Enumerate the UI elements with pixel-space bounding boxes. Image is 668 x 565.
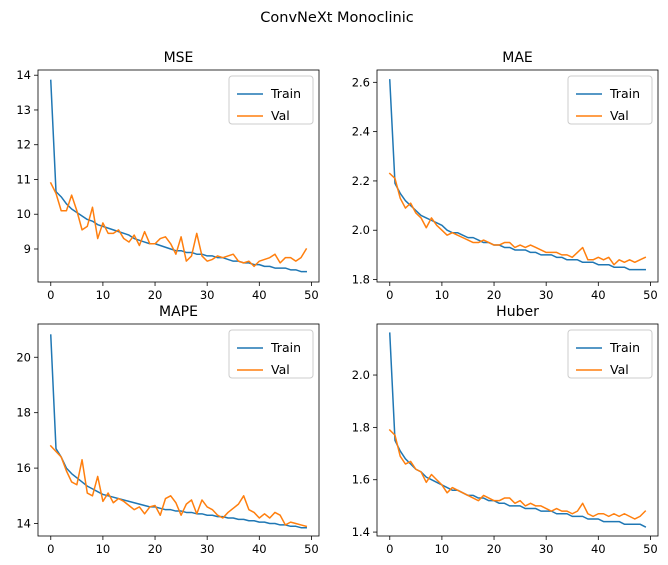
- x-tick-label: 10: [96, 288, 111, 302]
- subplot-mape: MAPE 0 10 20 30 40 50 14 16 18 20 Train Val: [16, 304, 320, 556]
- series-line-val: [388, 428, 647, 520]
- x-tick-label: 0: [47, 542, 54, 556]
- x-tick-label: 0: [386, 288, 393, 302]
- x-tick-label: 20: [148, 542, 163, 556]
- legend-box: [228, 329, 314, 379]
- legend-box: [567, 329, 653, 379]
- x-tick-label: 50: [304, 542, 319, 556]
- series-line-val: [49, 444, 308, 528]
- x-tick-label: 50: [304, 288, 319, 302]
- subplot-mae: MAE 0 10 20 30 40 50 1.8 2.0 2.2 2.4 2.6 Train Val: [352, 50, 659, 302]
- x-tick-label: 30: [539, 542, 554, 556]
- legend: Train Val: [228, 75, 314, 125]
- y-tick-label: 10: [16, 207, 31, 221]
- x-tick-label: 30: [539, 288, 554, 302]
- series-line-train: [388, 79, 646, 271]
- axes-frame: [37, 69, 320, 283]
- x-tick-label: 50: [643, 542, 658, 556]
- y-tick-label: 1.8: [352, 273, 370, 287]
- y-tick-label: 14: [16, 517, 31, 531]
- y-tick-label: 2.6: [352, 75, 370, 89]
- y-tick-label: 1.6: [352, 473, 370, 487]
- x-tick-label: 30: [200, 288, 215, 302]
- y-tick-label: 2.0: [352, 368, 370, 382]
- axes-frame: [376, 323, 659, 537]
- subplots: MSE 0 10 20 30 40 50 9 10 11 12 13 14 Train Val MAE 0 10 2…: [16, 50, 659, 556]
- y-tick-label: 20: [16, 350, 31, 364]
- x-tick-label: 0: [47, 288, 54, 302]
- subplot-title: Huber: [496, 304, 539, 320]
- y-tick-label: 9: [24, 242, 31, 256]
- subplot-title: MAPE: [159, 304, 198, 320]
- x-tick-label: 10: [435, 288, 450, 302]
- legend: Train Val: [228, 329, 314, 379]
- x-tick-label: 40: [591, 288, 606, 302]
- x-tick-label: 20: [487, 542, 502, 556]
- subplot-title: MAE: [502, 50, 533, 66]
- series-line-train: [49, 79, 307, 273]
- x-tick-label: 20: [487, 288, 502, 302]
- legend-label-train: Train: [609, 86, 640, 101]
- subplot-title: MSE: [164, 50, 194, 66]
- series-line-train: [49, 334, 307, 529]
- legend-label-val: Val: [610, 108, 629, 123]
- y-tick-label: 2.4: [352, 125, 370, 139]
- x-tick-label: 0: [386, 542, 393, 556]
- y-tick-label: 18: [16, 406, 31, 420]
- y-tick-label: 1.4: [352, 525, 370, 539]
- axes-frame: [376, 69, 659, 283]
- legend-label-val: Val: [610, 362, 629, 377]
- x-tick-label: 40: [591, 542, 606, 556]
- y-tick-label: 11: [16, 172, 31, 186]
- legend-label-train: Train: [270, 86, 301, 101]
- legend: Train Val: [567, 329, 653, 379]
- legend-label-train: Train: [609, 340, 640, 355]
- y-tick-label: 16: [16, 461, 31, 475]
- y-tick-label: 12: [16, 138, 31, 152]
- legend-label-val: Val: [271, 362, 290, 377]
- x-tick-label: 10: [96, 542, 111, 556]
- y-tick-label: 13: [16, 103, 31, 117]
- y-tick-label: 2.2: [352, 174, 370, 188]
- subplot-huber: Huber 0 10 20 30 40 50 1.4 1.6 1.8 2.0 Train Val: [352, 304, 659, 556]
- series-line-val: [388, 172, 647, 266]
- series-line-train: [388, 332, 647, 528]
- x-tick-label: 30: [200, 542, 215, 556]
- series-line-val: [49, 181, 308, 268]
- x-tick-label: 10: [435, 542, 450, 556]
- y-tick-label: 1.8: [352, 420, 370, 434]
- legend-box: [567, 75, 653, 125]
- subplot-mse: MSE 0 10 20 30 40 50 9 10 11 12 13 14 Train Val: [16, 50, 320, 302]
- figure-suptitle: ConvNeXt Monoclinic: [260, 10, 413, 26]
- x-tick-label: 40: [252, 542, 267, 556]
- legend-label-val: Val: [271, 108, 290, 123]
- legend: Train Val: [567, 75, 653, 125]
- axes-frame: [37, 323, 320, 537]
- legend-box: [228, 75, 314, 125]
- x-tick-label: 20: [148, 288, 163, 302]
- legend-label-train: Train: [270, 340, 301, 355]
- y-tick-label: 2.0: [352, 223, 370, 237]
- x-tick-label: 40: [252, 288, 267, 302]
- y-tick-label: 14: [16, 68, 31, 82]
- x-tick-label: 50: [643, 288, 658, 302]
